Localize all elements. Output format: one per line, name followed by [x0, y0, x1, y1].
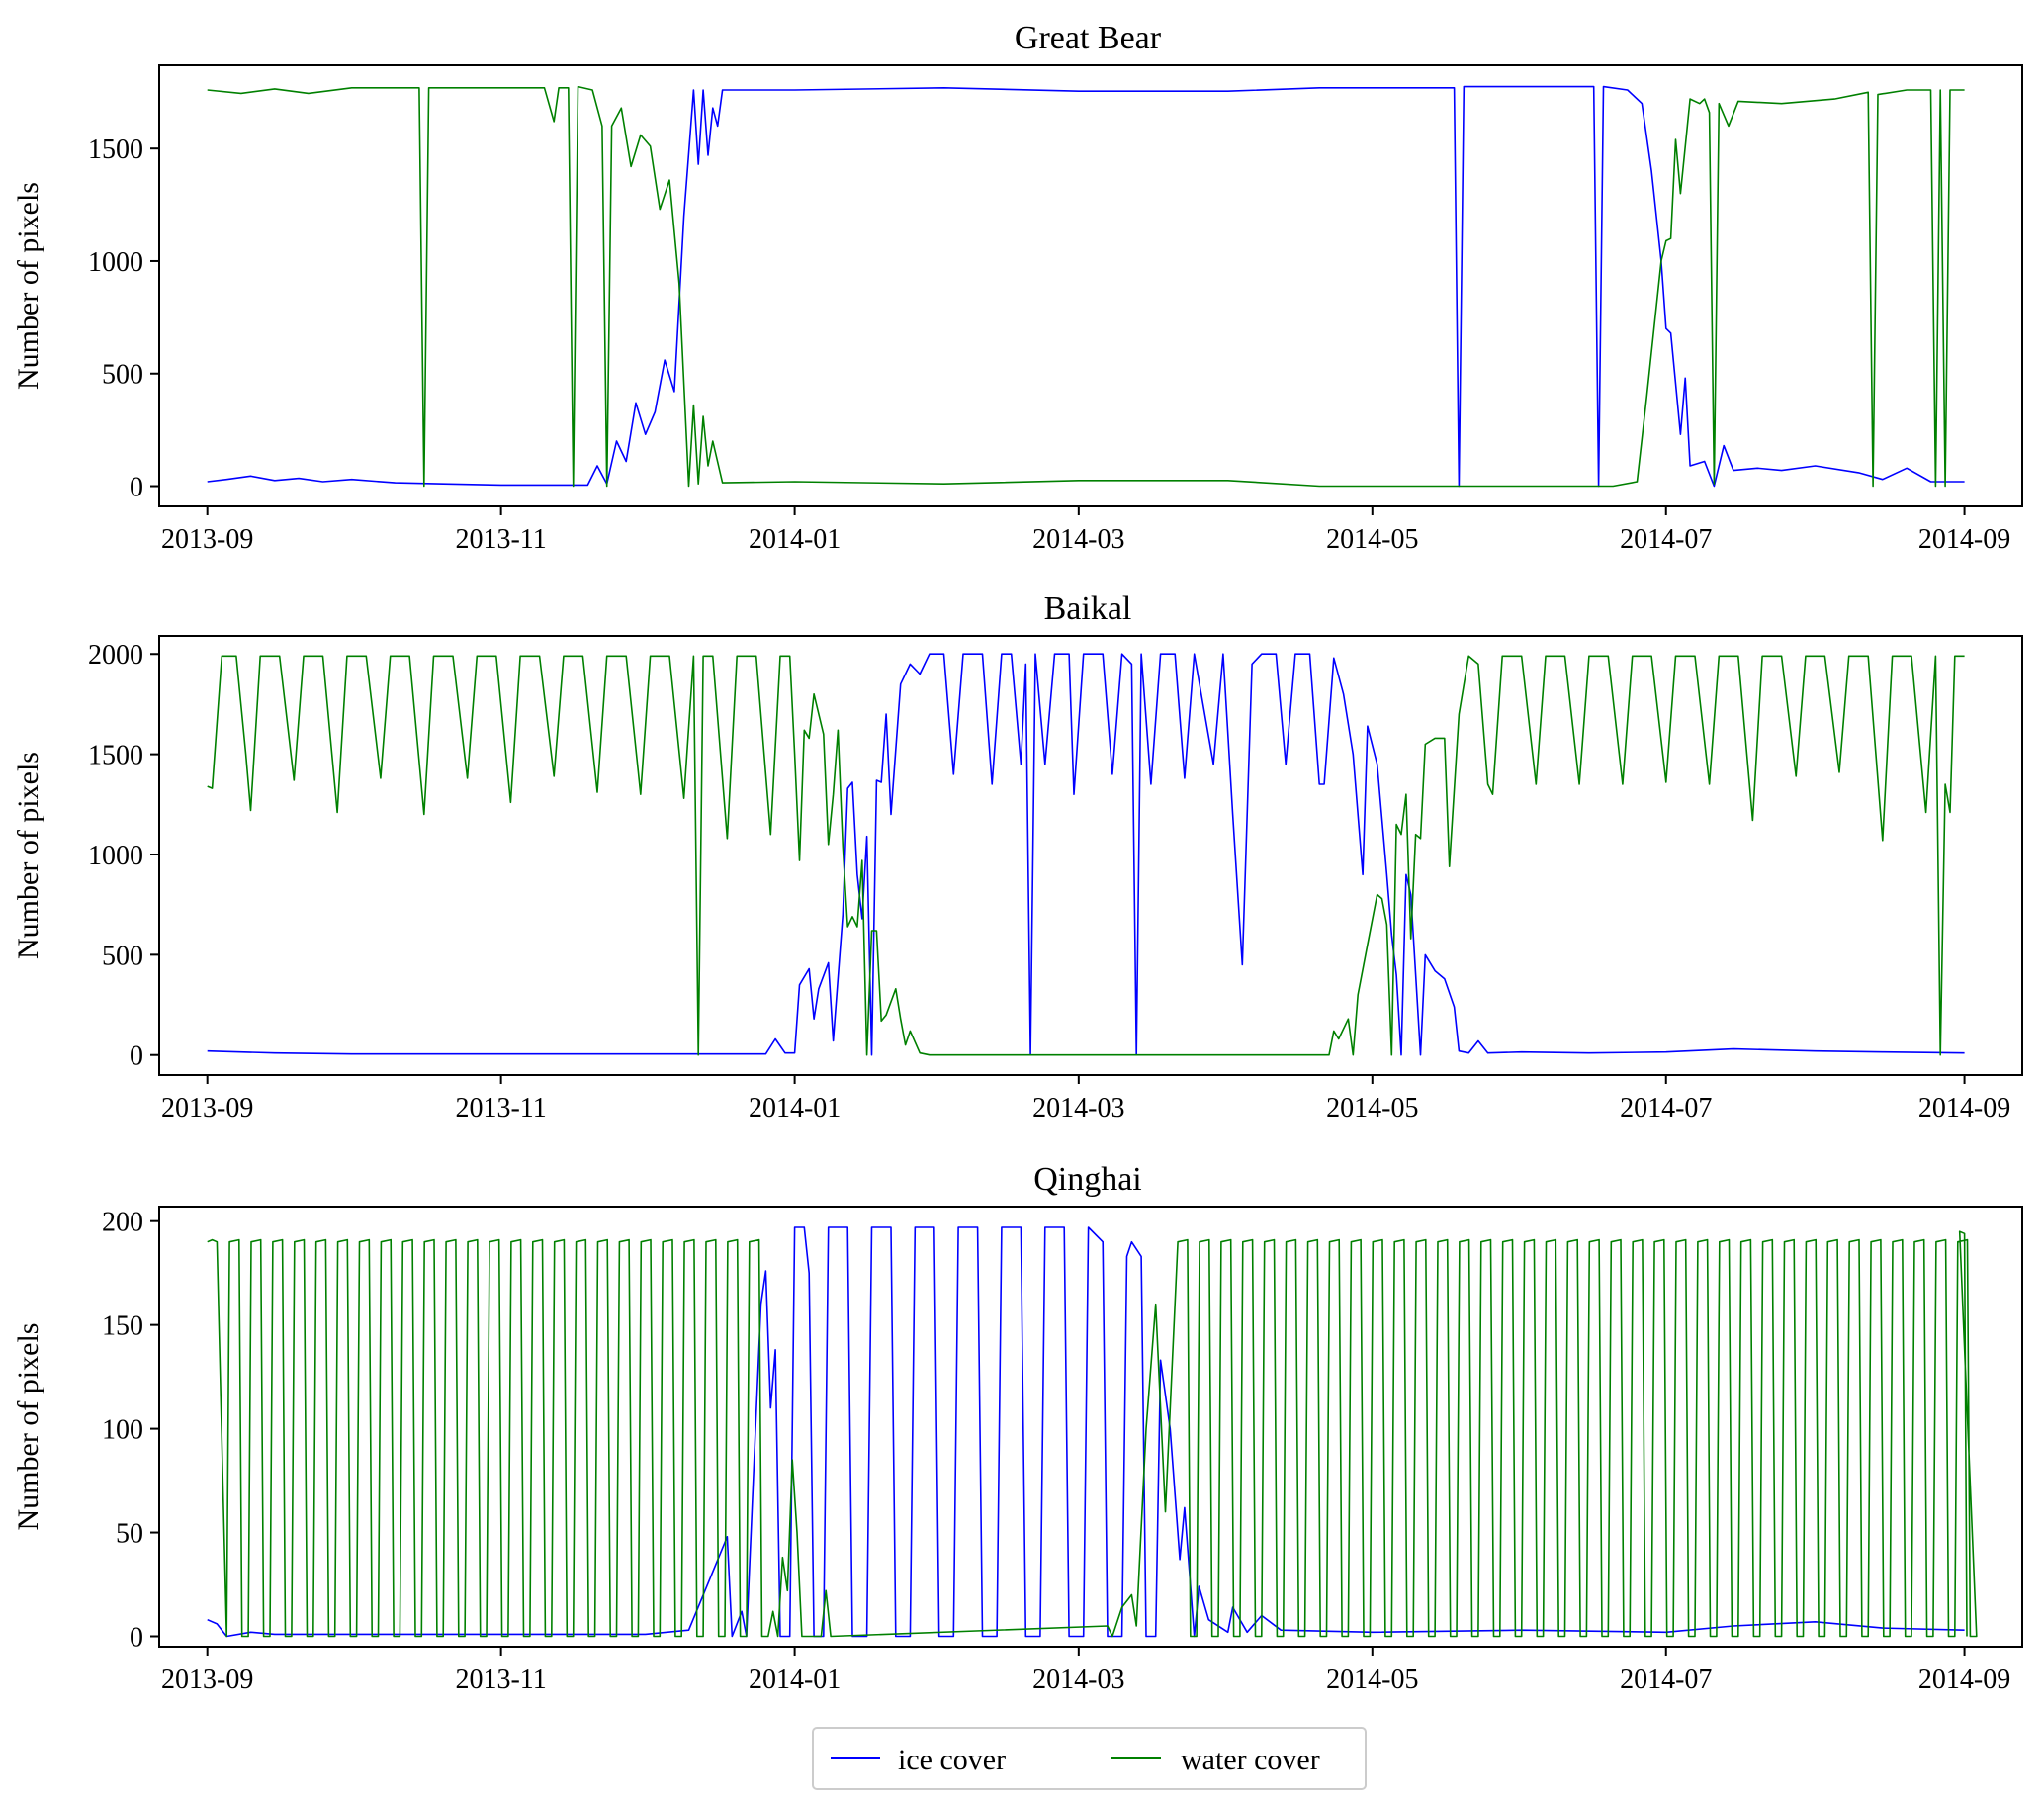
y-tick-label: 0	[130, 1041, 143, 1072]
x-tick-label: 2014-07	[1620, 524, 1712, 555]
chart-title: Baikal	[1044, 590, 1132, 627]
legend: ice cover water cover	[812, 1727, 1367, 1790]
y-tick-label: 500	[102, 360, 143, 391]
y-tick-label: 1000	[88, 247, 143, 278]
chart-title: Great Bear	[1015, 20, 1162, 56]
series-line-ice	[207, 1226, 1965, 1638]
panel-great-bear: Great Bear Number of pixels 0 500 1000 1500 20…	[12, 20, 2023, 555]
legend-frame	[812, 1727, 1367, 1790]
series-line-water	[207, 85, 1965, 488]
y-axis-label: Number of pixels	[12, 1323, 44, 1531]
x-tick-label: 2013-11	[455, 524, 546, 555]
y-tick-label: 1500	[88, 135, 143, 165]
y-tick-label: 100	[102, 1415, 143, 1446]
x-tick-label: 2013-09	[161, 1665, 253, 1695]
chart-title: Qinghai	[1033, 1161, 1142, 1198]
series-line-ice	[207, 653, 1965, 1056]
x-tick-label: 2014-01	[749, 524, 841, 555]
x-tick-label: 2014-01	[749, 1093, 841, 1124]
x-tick-label: 2014-03	[1032, 1665, 1124, 1695]
y-tick-label: 0	[130, 473, 143, 503]
y-tick-label: 0	[130, 1623, 143, 1654]
x-tick-label: 2014-05	[1326, 1093, 1418, 1124]
y-tick-label: 1000	[88, 841, 143, 871]
x-tick-label: 2014-05	[1326, 524, 1418, 555]
series-line-water	[207, 1230, 1978, 1638]
x-tick-label: 2014-01	[749, 1665, 841, 1695]
y-axis-label: Number of pixels	[12, 752, 44, 959]
x-tick-label: 2014-09	[1918, 524, 2010, 555]
x-tick-label: 2014-07	[1620, 1665, 1712, 1695]
x-tick-label: 2014-03	[1032, 1093, 1124, 1124]
plot-frame	[158, 64, 2023, 507]
x-tick-label: 2014-09	[1918, 1093, 2010, 1124]
series-line-water	[207, 655, 1965, 1056]
y-axis-label: Number of pixels	[12, 182, 44, 390]
plot-frame	[158, 635, 2023, 1076]
y-tick-label: 500	[102, 941, 143, 971]
y-tick-label: 2000	[88, 640, 143, 671]
x-tick-label: 2013-09	[161, 1093, 253, 1124]
x-tick-label: 2014-05	[1326, 1665, 1418, 1695]
legend-ice-label: ice cover	[898, 1744, 1006, 1776]
x-tick-label: 2014-07	[1620, 1093, 1712, 1124]
legend-water-label: water cover	[1181, 1744, 1320, 1776]
y-tick-label: 200	[102, 1208, 143, 1238]
panel-qinghai: Qinghai Number of pixels 0 50 100 150 200 2013-…	[12, 1161, 2023, 1695]
y-tick-label: 1500	[88, 741, 143, 771]
x-tick-label: 2014-09	[1918, 1665, 2010, 1695]
series-line-ice	[207, 85, 1965, 488]
y-tick-label: 150	[102, 1311, 143, 1342]
x-tick-label: 2014-03	[1032, 524, 1124, 555]
panel-baikal: Baikal Number of pixels 0 500 1000 1500 2000 20…	[12, 590, 2023, 1124]
x-tick-label: 2013-09	[161, 524, 253, 555]
plot-frame	[158, 1206, 2023, 1648]
y-tick-label: 50	[116, 1519, 143, 1550]
x-tick-label: 2013-11	[455, 1665, 546, 1695]
x-tick-label: 2013-11	[455, 1093, 546, 1124]
